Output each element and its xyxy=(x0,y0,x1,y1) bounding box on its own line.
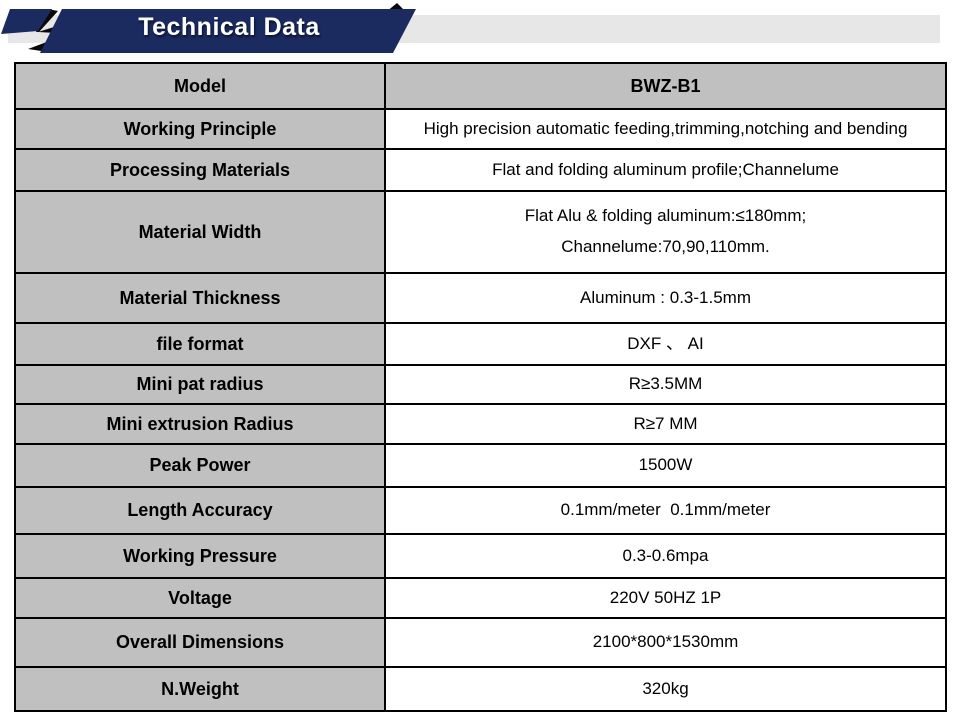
technical-data-table: Model BWZ-B1 Working Principle High prec… xyxy=(14,62,947,712)
spec-value: BWZ-B1 xyxy=(386,64,945,108)
spec-label: Mini pat radius xyxy=(16,366,386,403)
ribbon-banner xyxy=(40,9,416,53)
spec-value: 1500W xyxy=(386,445,945,486)
spec-value: 0.1mm/meter 0.1mm/meter xyxy=(386,488,945,533)
table-row: Mini pat radius R≥3.5MM xyxy=(16,366,945,405)
spec-label: Overall Dimensions xyxy=(16,619,386,666)
spec-value: 2100*800*1530mm xyxy=(386,619,945,666)
spec-label: Voltage xyxy=(16,579,386,617)
spec-label: file format xyxy=(16,324,386,364)
spec-label: Mini extrusion Radius xyxy=(16,405,386,443)
spec-value: High precision automatic feeding,trimmin… xyxy=(386,110,945,148)
table-row: Working Principle High precision automat… xyxy=(16,110,945,150)
table-row: Length Accuracy 0.1mm/meter 0.1mm/meter xyxy=(16,488,945,535)
ribbon-banner-graphic xyxy=(1,3,940,53)
table-row: Working Pressure 0.3-0.6mpa xyxy=(16,535,945,579)
table-row: Model BWZ-B1 xyxy=(16,64,945,110)
spec-label: Model xyxy=(16,64,386,108)
spec-label: Peak Power xyxy=(16,445,386,486)
table-row: Processing Materials Flat and folding al… xyxy=(16,150,945,192)
spec-value: DXF 、 AI xyxy=(386,324,945,364)
table-row: Peak Power 1500W xyxy=(16,445,945,488)
spec-label: Working Pressure xyxy=(16,535,386,577)
spec-value: Aluminum : 0.3-1.5mm xyxy=(386,274,945,322)
spec-value: R≥7 MM xyxy=(386,405,945,443)
table-row: Material Width Flat Alu & folding alumin… xyxy=(16,192,945,274)
spec-value: Flat Alu & folding aluminum:≤180mm; Chan… xyxy=(386,192,945,272)
spec-value: Flat and folding aluminum profile;Channe… xyxy=(386,150,945,190)
page-header: Technical Data xyxy=(0,0,960,62)
table-row: Voltage 220V 50HZ 1P xyxy=(16,579,945,619)
spec-label: Processing Materials xyxy=(16,150,386,190)
spec-label: Material Width xyxy=(16,192,386,272)
spec-label: Working Principle xyxy=(16,110,386,148)
table-row: Overall Dimensions 2100*800*1530mm xyxy=(16,619,945,668)
spec-value: 220V 50HZ 1P xyxy=(386,579,945,617)
table-row: file format DXF 、 AI xyxy=(16,324,945,366)
spec-value: 0.3-0.6mpa xyxy=(386,535,945,577)
ribbon-ornament xyxy=(1,9,52,34)
spec-value: R≥3.5MM xyxy=(386,366,945,403)
table-row: Material Thickness Aluminum : 0.3-1.5mm xyxy=(16,274,945,324)
page-title: Technical Data xyxy=(138,13,320,41)
table-row: Mini extrusion Radius R≥7 MM xyxy=(16,405,945,445)
spec-label: Length Accuracy xyxy=(16,488,386,533)
spec-label: Material Thickness xyxy=(16,274,386,322)
table-row: N.Weight 320kg xyxy=(16,668,945,710)
spec-label: N.Weight xyxy=(16,668,386,710)
ribbon-fold-corner-icon xyxy=(36,9,58,32)
spec-value: 320kg xyxy=(386,668,945,710)
